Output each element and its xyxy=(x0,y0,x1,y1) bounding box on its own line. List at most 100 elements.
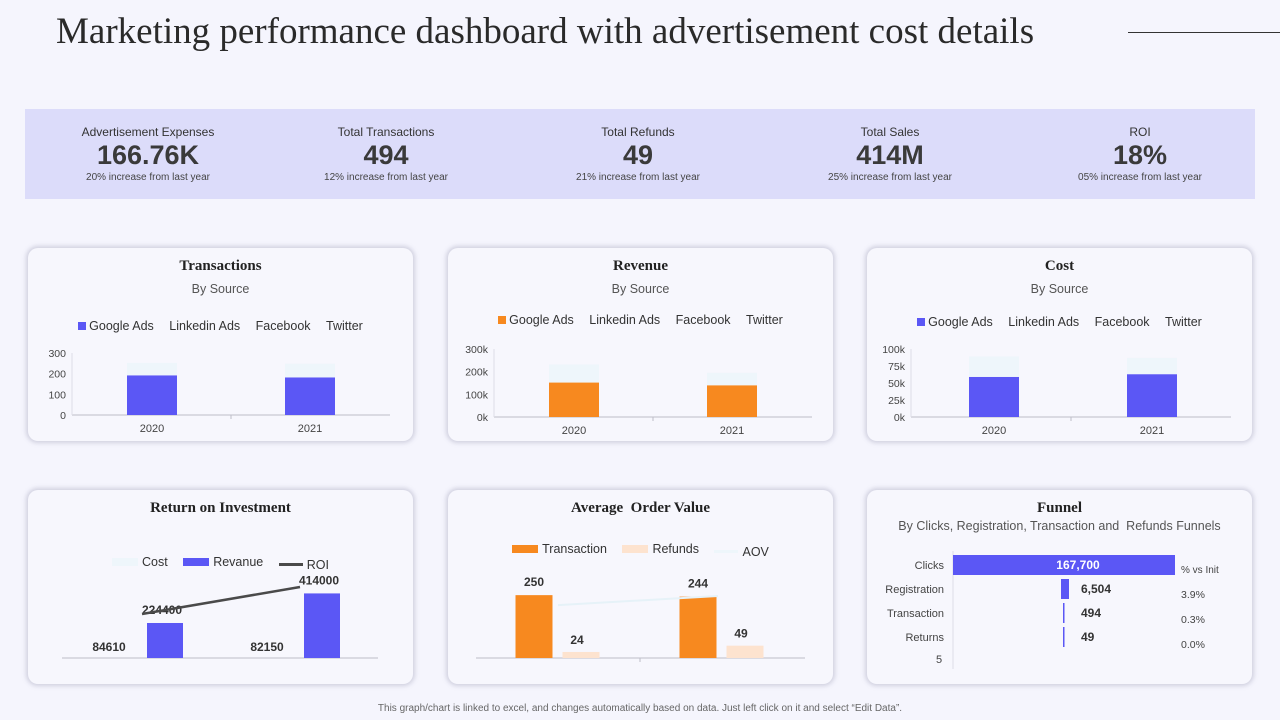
card-title: Average Order Value xyxy=(570,500,710,516)
chart-plot: Clicks 167,700 Registration 6,504 Transactio… xyxy=(867,545,1252,680)
funnel-value-label: 494 xyxy=(1081,606,1101,620)
legend-swatch xyxy=(183,558,210,566)
bar-revanue xyxy=(304,593,340,658)
legend-item: Google Ads xyxy=(917,315,993,329)
legend-label: Refunds xyxy=(652,542,699,556)
pct-header: % vs Init xyxy=(1181,565,1219,576)
legend-label: Transaction xyxy=(542,542,607,556)
x-tick-label: 2020 xyxy=(140,423,164,435)
y-tick-label: 200 xyxy=(48,369,66,381)
pct-value: 3.9% xyxy=(1181,589,1205,601)
card-title: Cost xyxy=(1044,258,1075,274)
y-tick-label: 100k xyxy=(882,344,906,356)
legend-label: Twitter xyxy=(746,313,783,327)
cost-card: Cost By Source Google Ads Linkedin Ads F… xyxy=(867,248,1252,441)
chart-plot: 8461022440082150414000 xyxy=(28,572,413,682)
chart-plot: 0k 25k 50k 75k 100k 2020 2021 xyxy=(867,340,1252,438)
legend-swatch xyxy=(112,558,139,566)
funnel-category-label: Returns xyxy=(905,632,944,644)
kpi-label: Advertisement Expenses xyxy=(81,125,215,139)
bar-transaction xyxy=(515,595,553,658)
legend-swatch xyxy=(714,550,739,553)
chart-plot: 250 24 244 49 xyxy=(448,562,833,682)
revenue-chart-svg: 0k 100k 200k 300k 2020 2021 xyxy=(465,344,812,437)
kpi-note: 21% increase from last year xyxy=(576,172,700,183)
data-label: 49 xyxy=(734,627,748,641)
funnel-value-label: 167,700 xyxy=(1056,558,1100,572)
y-tick-label: 25k xyxy=(888,395,906,407)
bar-google-ads xyxy=(1127,374,1177,417)
data-label: 414000 xyxy=(299,573,339,587)
kpi-band: Advertisement Expenses 166.76K 20% incre… xyxy=(25,109,1255,199)
y-tick-label: 300k xyxy=(465,344,489,356)
legend-swatch xyxy=(917,318,926,326)
y-tick-label: 0k xyxy=(894,412,906,424)
legend-item: ROI xyxy=(278,557,329,572)
page-title: Marketing performance dashboard with adv… xyxy=(56,11,1035,52)
card-title: Revenue xyxy=(613,258,668,274)
data-label: 24 xyxy=(570,633,584,647)
kpi-value: 49 xyxy=(622,140,654,170)
legend-label: Twitter xyxy=(326,319,363,333)
legend-swatch xyxy=(622,545,649,553)
transactions-card: Transactions By Source Google Ads Linked… xyxy=(28,248,413,441)
legend-swatch xyxy=(512,545,539,553)
x-tick-label: 2021 xyxy=(1140,425,1164,437)
legend-item: Linkedin Ads xyxy=(589,313,660,327)
bar-facebook xyxy=(285,363,335,378)
legend-label: Linkedin Ads xyxy=(169,319,241,333)
kpi-total-refunds: Total Refunds 49 21% increase from last … xyxy=(515,109,761,199)
legend-label: Twitter xyxy=(1165,315,1202,329)
bar-google-ads xyxy=(707,385,757,417)
kpi-advertisement-expenses: Advertisement Expenses 166.76K 20% incre… xyxy=(25,109,271,199)
bar-facebook xyxy=(1127,357,1177,375)
legend-item: AOV xyxy=(714,544,769,559)
kpi-note: 25% increase from last year xyxy=(828,172,952,183)
bar-google-ads xyxy=(285,377,335,415)
chart-legend: Google Ads Linkedin Ads Facebook Twitter xyxy=(448,313,833,327)
chart-legend: Transaction Refunds AOV xyxy=(448,542,833,559)
roi-chart-svg: 8461022440082150414000 xyxy=(62,573,378,659)
card-subtitle: By Source xyxy=(1030,282,1089,296)
funnel-bar xyxy=(1063,627,1065,647)
data-label: 84610 xyxy=(92,640,126,654)
kpi-label: ROI xyxy=(1129,125,1151,139)
bar-google-ads xyxy=(549,382,599,417)
chart-plot: 0 100 200 300 2020 2021 xyxy=(28,343,413,438)
legend-label: Google Ads xyxy=(89,319,154,333)
transactions-chart-svg: 0 100 200 300 2020 2021 xyxy=(48,348,390,435)
legend-item: Facebook xyxy=(256,319,311,333)
data-label: 82150 xyxy=(250,640,284,654)
legend-item: Cost xyxy=(112,555,168,569)
kpi-label: Total Sales xyxy=(860,125,920,139)
y-tick-label: 100k xyxy=(465,389,489,401)
funnel-card: Funnel By Clicks, Registration, Transact… xyxy=(867,490,1252,684)
legend-swatch xyxy=(78,322,87,330)
y-tick-label: 100 xyxy=(48,389,66,401)
legend-label: Cost xyxy=(142,555,168,569)
legend-item: Twitter xyxy=(746,313,783,327)
legend-item: Google Ads xyxy=(498,313,574,327)
legend-item: Refunds xyxy=(622,542,699,556)
aov-chart-svg: 250 24 244 49 xyxy=(476,575,805,662)
data-label: 244 xyxy=(688,577,708,591)
card-title: Funnel xyxy=(1036,500,1082,516)
bar-transaction xyxy=(679,596,717,658)
funnel-value-label: 49 xyxy=(1081,630,1095,644)
legend-label: ROI xyxy=(306,557,329,572)
bar-facebook xyxy=(549,364,599,383)
funnel-category-label: Registration xyxy=(885,584,944,596)
legend-item: Linkedin Ads xyxy=(169,319,240,333)
funnel-category-label: Transaction xyxy=(887,608,944,620)
roi-card: Return on Investment Cost Revanue ROI 84… xyxy=(28,490,413,684)
x-tick-label: 2021 xyxy=(298,423,322,435)
legend-label: AOV xyxy=(742,544,769,559)
cost-chart-svg: 0k 25k 50k 75k 100k 2020 2021 xyxy=(882,344,1231,437)
chart-legend: Google Ads Linkedin Ads Facebook Twitter xyxy=(867,315,1252,329)
legend-item: Revanue xyxy=(183,555,263,569)
funnel-bar xyxy=(1061,579,1069,599)
legend-label: Linkedin Ads xyxy=(1008,315,1080,329)
kpi-value: 166.76K xyxy=(96,140,200,170)
kpi-label: Total Transactions xyxy=(337,125,435,139)
card-subtitle: By Source xyxy=(191,282,250,296)
